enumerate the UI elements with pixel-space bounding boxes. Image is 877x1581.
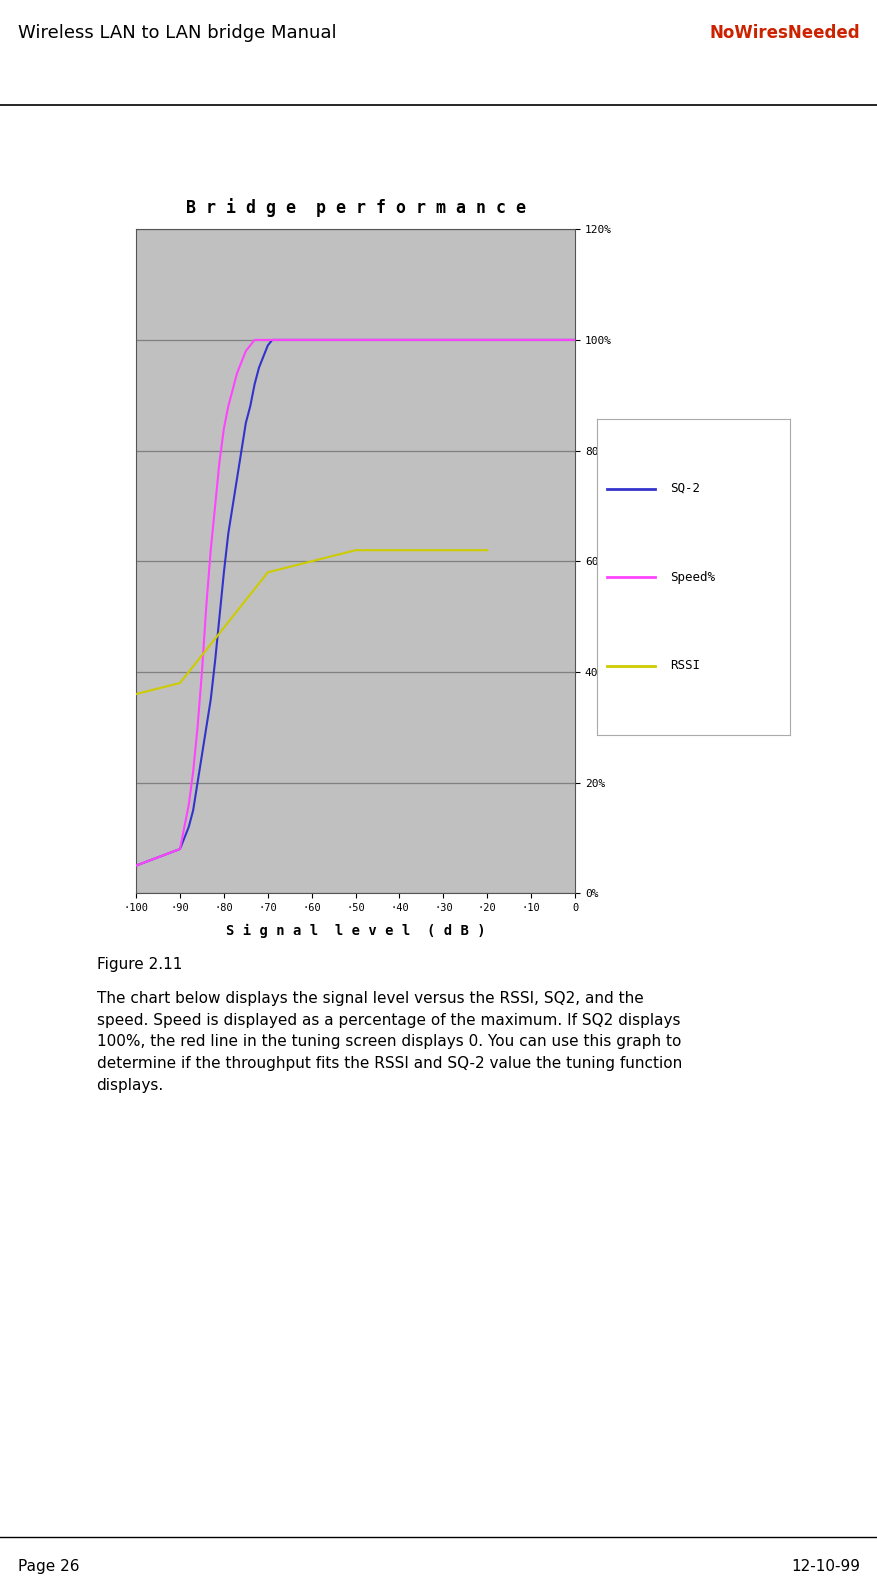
- Text: Wireless LAN to LAN bridge Manual: Wireless LAN to LAN bridge Manual: [18, 24, 336, 43]
- Text: Page 26: Page 26: [18, 1559, 79, 1575]
- Text: Speed%: Speed%: [670, 571, 715, 583]
- Title: B r i d g e  p e r f o r m a n c e: B r i d g e p e r f o r m a n c e: [185, 198, 525, 217]
- Text: SQ-2: SQ-2: [670, 482, 700, 495]
- X-axis label: S i g n a l  l e v e l  ( d B ): S i g n a l l e v e l ( d B ): [225, 925, 485, 938]
- Text: Figure 2.11: Figure 2.11: [96, 957, 182, 971]
- Text: The chart below displays the signal level versus the RSSI, SQ2, and the
speed. S: The chart below displays the signal leve…: [96, 991, 681, 1092]
- Text: NoWiresNeeded: NoWiresNeeded: [709, 24, 859, 43]
- Text: 12-10-99: 12-10-99: [790, 1559, 859, 1575]
- Text: RSSI: RSSI: [670, 659, 700, 672]
